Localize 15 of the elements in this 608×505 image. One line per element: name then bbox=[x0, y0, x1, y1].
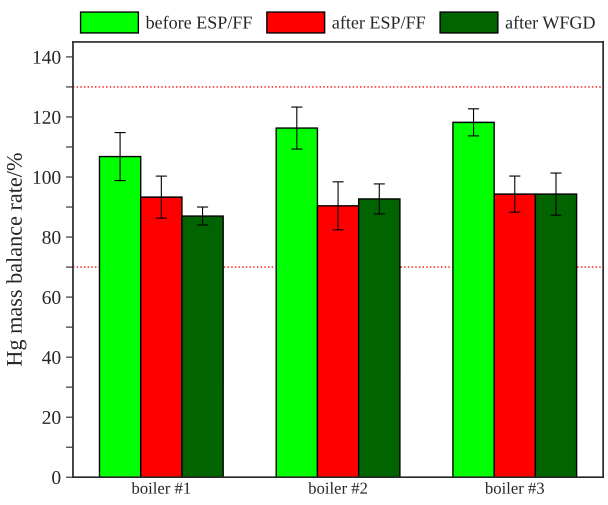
y-tick-label: 100 bbox=[34, 170, 60, 184]
y-tick-label: 0 bbox=[52, 471, 60, 484]
x-tick-label: boiler #1 bbox=[131, 482, 190, 494]
x-tick-label: boiler #3 bbox=[484, 482, 544, 494]
x-tick-label: boiler #2 bbox=[308, 482, 367, 494]
y-axis-title: Hg mass balance rate/% bbox=[6, 153, 26, 366]
legend-label: before ESP/FF bbox=[146, 16, 252, 29]
legend-label: after ESP/FF bbox=[332, 16, 425, 29]
y-tick-label: 140 bbox=[34, 50, 60, 64]
legend-label: after WFGD bbox=[506, 16, 595, 29]
y-tick-label: 60 bbox=[42, 290, 60, 304]
y-tick-label: 20 bbox=[42, 411, 60, 424]
y-tick-label: 120 bbox=[34, 110, 60, 124]
y-tick-label: 40 bbox=[42, 350, 60, 364]
y-tick-label: 80 bbox=[42, 230, 60, 244]
